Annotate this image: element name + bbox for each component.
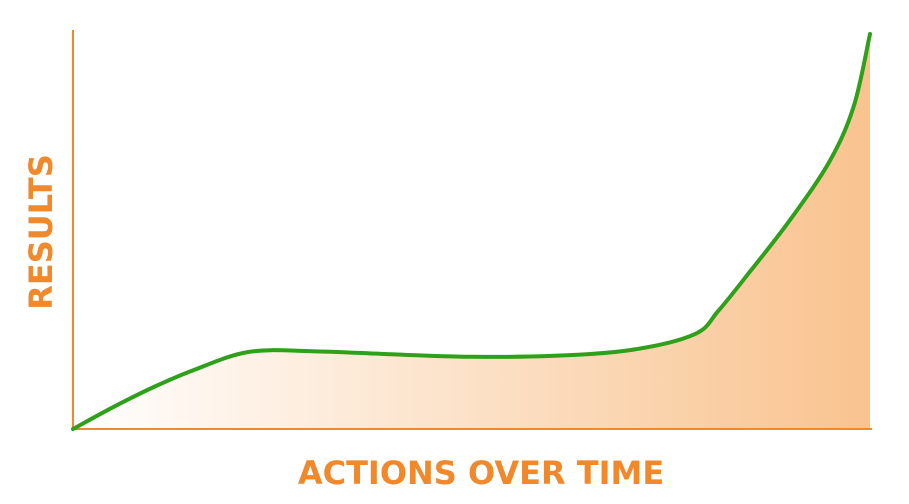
results-line xyxy=(71,32,872,431)
x-axis-label: ACTIONS OVER TIME xyxy=(298,454,664,492)
y-axis-label: RESULTS xyxy=(22,154,60,310)
